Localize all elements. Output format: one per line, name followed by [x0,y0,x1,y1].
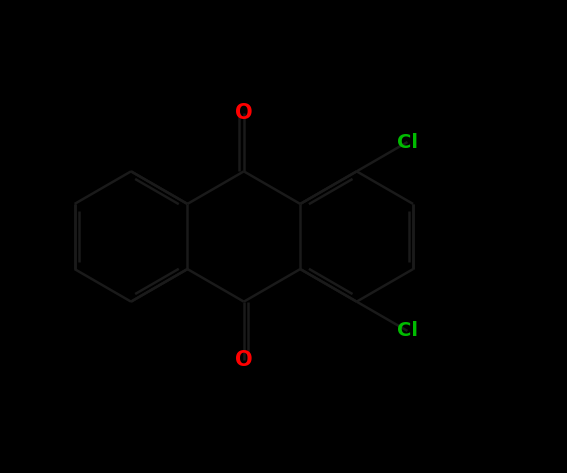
Text: O: O [235,103,253,123]
Text: O: O [235,350,253,370]
Text: Cl: Cl [397,322,418,341]
Text: Cl: Cl [397,132,418,151]
